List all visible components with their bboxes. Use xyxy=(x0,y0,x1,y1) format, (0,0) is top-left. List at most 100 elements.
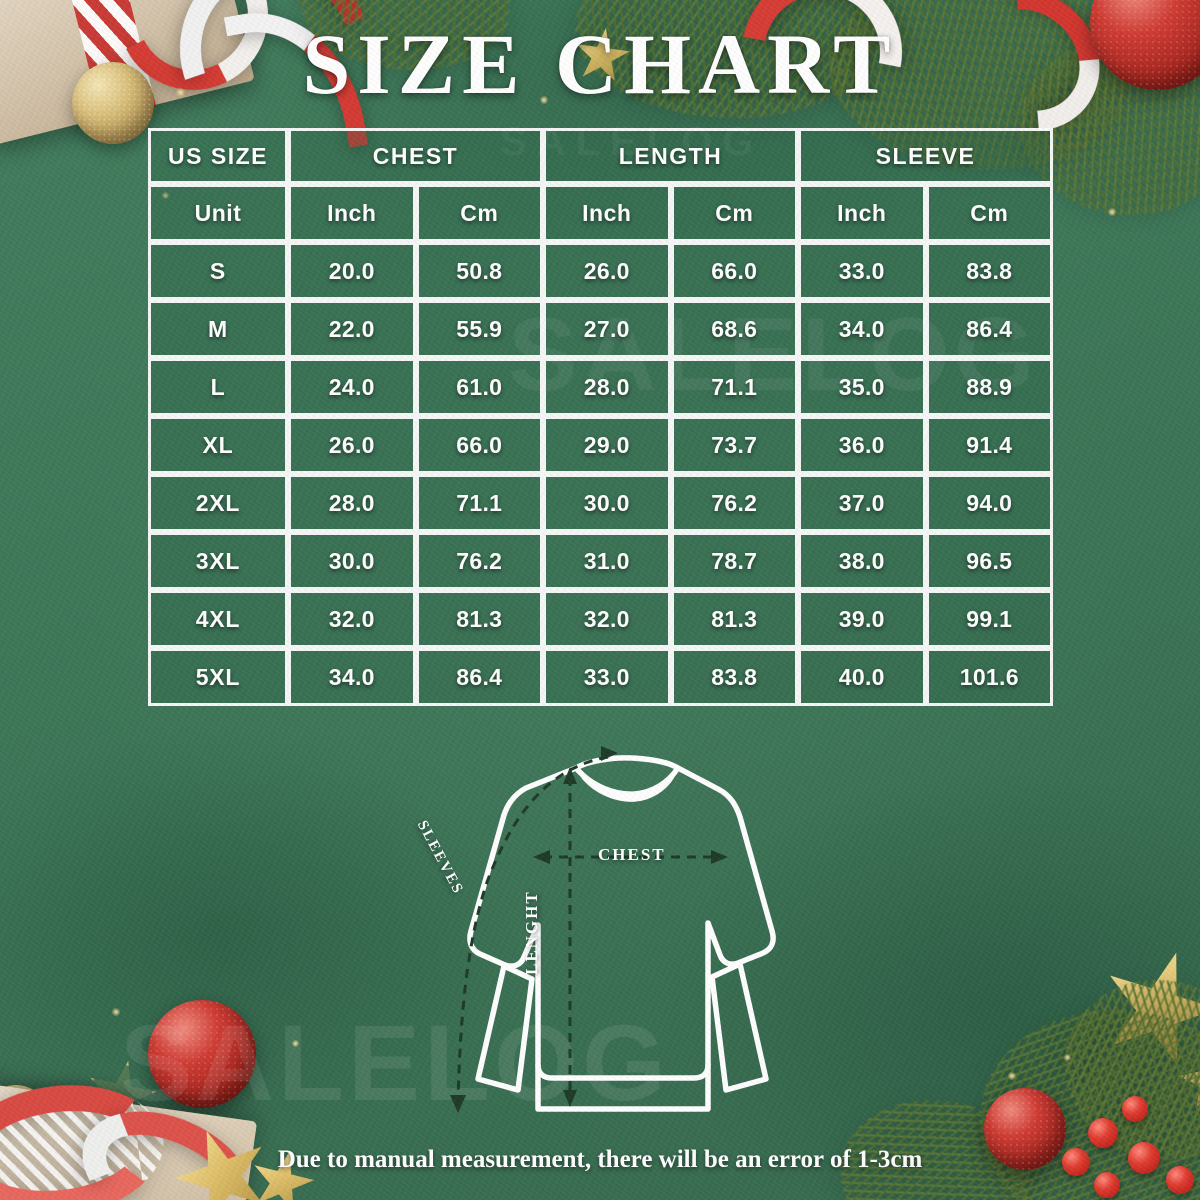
sleeves-dimension-arrow xyxy=(456,755,609,1102)
unit-length-cm: Cm xyxy=(670,184,799,242)
table-row: XL 26.0 66.0 29.0 73.7 36.0 91.4 xyxy=(148,416,1054,474)
red-ornament-bottom-left xyxy=(148,1000,256,1108)
cell-size: L xyxy=(148,358,288,416)
cell-length-cm: 83.8 xyxy=(670,648,799,706)
header-length: LENGTH xyxy=(543,128,799,184)
table-row: L 24.0 61.0 28.0 71.1 35.0 88.9 xyxy=(148,358,1054,416)
table-row: 4XL 32.0 81.3 32.0 81.3 39.0 99.1 xyxy=(148,590,1054,648)
sparkle-dot xyxy=(292,1040,299,1047)
cell-length-in: 27.0 xyxy=(543,300,671,358)
table-unit-row: Unit Inch Cm Inch Cm Inch Cm xyxy=(148,184,1054,242)
cell-sleeve-cm: 88.9 xyxy=(925,358,1054,416)
gold-star-icon-bottom-right xyxy=(1085,935,1200,1082)
cell-sleeve-cm: 99.1 xyxy=(925,590,1054,648)
sparkle-dot xyxy=(112,1008,120,1016)
cell-sleeve-cm: 101.6 xyxy=(925,648,1054,706)
cell-size: XL xyxy=(148,416,288,474)
cell-sleeve-in: 33.0 xyxy=(798,242,926,300)
striped-bow-bottom-left xyxy=(0,1073,172,1200)
pine-branch-bottom-far-right xyxy=(1065,980,1200,1160)
cell-size: 3XL xyxy=(148,532,288,590)
cell-length-cm: 73.7 xyxy=(670,416,799,474)
cell-size: 4XL xyxy=(148,590,288,648)
cell-size: 5XL xyxy=(148,648,288,706)
cell-chest-cm: 55.9 xyxy=(415,300,544,358)
cell-sleeve-in: 36.0 xyxy=(798,416,926,474)
cell-chest-cm: 71.1 xyxy=(415,474,544,532)
cell-length-in: 31.0 xyxy=(543,532,671,590)
length-label: LENGHT xyxy=(522,890,541,975)
holly-berry xyxy=(1088,1118,1118,1148)
cell-sleeve-cm: 94.0 xyxy=(925,474,1054,532)
cell-chest-in: 22.0 xyxy=(288,300,416,358)
cell-chest-in: 30.0 xyxy=(288,532,416,590)
chest-label: CHEST xyxy=(598,845,666,864)
cell-size: M xyxy=(148,300,288,358)
sparkle-dot xyxy=(1008,1072,1016,1080)
holly-berry xyxy=(1094,1172,1120,1198)
cell-sleeve-in: 34.0 xyxy=(798,300,926,358)
cell-length-cm: 78.7 xyxy=(670,532,799,590)
cell-chest-in: 28.0 xyxy=(288,474,416,532)
cell-chest-cm: 50.8 xyxy=(415,242,544,300)
garment-measurement-diagram xyxy=(400,735,805,1135)
sweatshirt-outline-icon xyxy=(467,755,776,1112)
measurement-disclaimer: Due to manual measurement, there will be… xyxy=(277,1146,923,1173)
cell-length-cm: 66.0 xyxy=(670,242,799,300)
header-sleeve: SLEEVE xyxy=(798,128,1054,184)
sleeves-dimension-arrowheads xyxy=(450,746,618,1113)
unit-sleeve-inch: Inch xyxy=(798,184,926,242)
cell-length-in: 32.0 xyxy=(543,590,671,648)
cell-chest-cm: 81.3 xyxy=(415,590,544,648)
cell-length-cm: 76.2 xyxy=(670,474,799,532)
sparkle-dot xyxy=(1064,1054,1071,1061)
header-us-size: US SIZE xyxy=(148,128,288,184)
table-row: 2XL 28.0 71.1 30.0 76.2 37.0 94.0 xyxy=(148,474,1054,532)
page-title: SIZE CHART xyxy=(302,16,898,112)
cell-length-cm: 81.3 xyxy=(670,590,799,648)
size-table: US SIZE CHEST LENGTH SLEEVE Unit Inch Cm… xyxy=(148,128,1054,706)
unit-chest-cm: Cm xyxy=(415,184,544,242)
striped-bow-tail-bottom-left xyxy=(62,1086,274,1200)
table-group-header-row: US SIZE CHEST LENGTH SLEEVE xyxy=(148,128,1054,184)
unit-sleeve-cm: Cm xyxy=(925,184,1054,242)
cell-sleeve-cm: 86.4 xyxy=(925,300,1054,358)
sparkle-dot xyxy=(1108,208,1116,216)
cell-sleeve-in: 38.0 xyxy=(798,532,926,590)
cell-chest-cm: 61.0 xyxy=(415,358,544,416)
cell-length-in: 30.0 xyxy=(543,474,671,532)
cell-length-in: 28.0 xyxy=(543,358,671,416)
cell-chest-in: 32.0 xyxy=(288,590,416,648)
table-row: 3XL 30.0 76.2 31.0 78.7 38.0 96.5 xyxy=(148,532,1054,590)
table-row: S 20.0 50.8 26.0 66.0 33.0 83.8 xyxy=(148,242,1054,300)
header-chest: CHEST xyxy=(288,128,544,184)
holly-berry xyxy=(1122,1096,1148,1122)
cell-chest-in: 24.0 xyxy=(288,358,416,416)
unit-chest-inch: Inch xyxy=(288,184,416,242)
cell-sleeve-in: 35.0 xyxy=(798,358,926,416)
cell-length-cm: 71.1 xyxy=(670,358,799,416)
length-dimension-arrowheads xyxy=(563,767,577,1107)
cell-chest-in: 20.0 xyxy=(288,242,416,300)
gold-star-outline-icon xyxy=(79,1053,162,1136)
unit-label: Unit xyxy=(148,184,288,242)
cell-chest-cm: 86.4 xyxy=(415,648,544,706)
cell-sleeve-in: 37.0 xyxy=(798,474,926,532)
cell-length-in: 33.0 xyxy=(543,648,671,706)
cell-chest-cm: 66.0 xyxy=(415,416,544,474)
size-table-container: US SIZE CHEST LENGTH SLEEVE Unit Inch Cm… xyxy=(148,128,1054,706)
cell-size: 2XL xyxy=(148,474,288,532)
cell-sleeve-cm: 96.5 xyxy=(925,532,1054,590)
chest-dimension-arrowheads xyxy=(533,850,728,864)
gift-box-bottom-left xyxy=(0,1079,258,1200)
table-row: 5XL 34.0 86.4 33.0 83.8 40.0 101.6 xyxy=(148,648,1054,706)
cell-length-in: 29.0 xyxy=(543,416,671,474)
cell-sleeve-cm: 83.8 xyxy=(925,242,1054,300)
cell-sleeve-in: 39.0 xyxy=(798,590,926,648)
unit-length-inch: Inch xyxy=(543,184,671,242)
cell-sleeve-in: 40.0 xyxy=(798,648,926,706)
cell-length-in: 26.0 xyxy=(543,242,671,300)
cell-length-cm: 68.6 xyxy=(670,300,799,358)
cell-size: S xyxy=(148,242,288,300)
